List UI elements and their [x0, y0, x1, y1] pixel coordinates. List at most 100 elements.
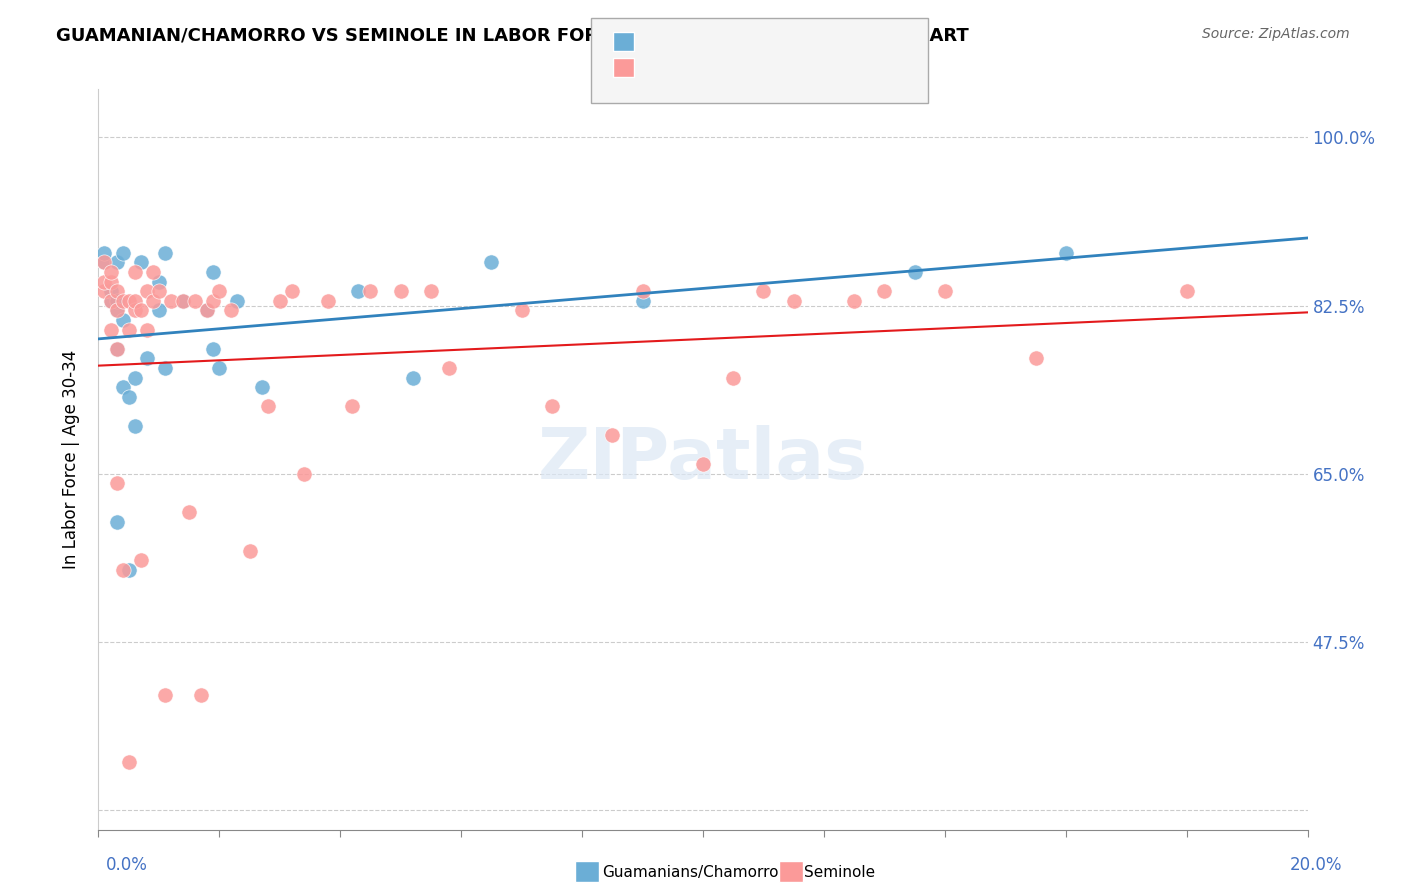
Point	[179, 505, 201, 519]
Point	[124, 303, 146, 318]
Point	[93, 275, 115, 289]
Point	[481, 255, 503, 269]
Point	[540, 400, 562, 414]
Point	[250, 380, 273, 394]
Point	[202, 293, 225, 308]
Point	[1024, 351, 1046, 366]
Point	[190, 688, 212, 702]
Point	[631, 293, 654, 308]
Point	[118, 563, 141, 577]
Point	[124, 265, 146, 279]
Point	[783, 293, 806, 308]
Point	[160, 293, 183, 308]
Point	[437, 361, 460, 376]
Point	[105, 303, 128, 318]
Text: R =   0.194   N = 35: R = 0.194 N = 35	[640, 38, 839, 56]
Point	[100, 275, 122, 289]
Point	[347, 284, 370, 298]
Point	[129, 303, 152, 318]
Point	[111, 563, 134, 577]
Point	[631, 284, 654, 298]
Point	[342, 400, 364, 414]
Point	[118, 322, 141, 336]
Point	[221, 303, 243, 318]
Point	[420, 284, 443, 298]
Point	[105, 476, 128, 491]
Point	[148, 303, 170, 318]
Point	[153, 361, 176, 376]
Point	[100, 265, 122, 279]
Text: R = -0.008   N = 60: R = -0.008 N = 60	[640, 64, 830, 82]
Point	[172, 293, 194, 308]
Point	[402, 370, 425, 384]
Point	[153, 688, 176, 702]
Text: Guamanians/Chamorros: Guamanians/Chamorros	[602, 865, 786, 880]
Point	[510, 303, 533, 318]
Point	[195, 303, 218, 318]
Point	[105, 515, 128, 529]
Point	[135, 351, 157, 366]
Point	[873, 284, 896, 298]
Point	[124, 370, 146, 384]
Point	[100, 293, 122, 308]
Point	[904, 265, 927, 279]
Point	[129, 553, 152, 567]
Point	[752, 284, 775, 298]
Point	[1175, 284, 1198, 298]
Point	[93, 255, 115, 269]
Point	[692, 457, 714, 471]
Point	[93, 245, 115, 260]
Point	[316, 293, 339, 308]
Point	[105, 342, 128, 356]
Point	[844, 293, 866, 308]
Point	[135, 322, 157, 336]
Point	[172, 293, 194, 308]
Text: ZIPatlas: ZIPatlas	[538, 425, 868, 494]
Point	[239, 543, 262, 558]
Point	[105, 303, 128, 318]
Point	[292, 467, 315, 481]
Point	[105, 293, 128, 308]
Point	[148, 275, 170, 289]
Point	[105, 342, 128, 356]
Point	[202, 342, 225, 356]
Point	[118, 293, 141, 308]
Text: GUAMANIAN/CHAMORRO VS SEMINOLE IN LABOR FORCE | AGE 30-34 CORRELATION CHART: GUAMANIAN/CHAMORRO VS SEMINOLE IN LABOR …	[56, 27, 969, 45]
Point	[129, 255, 152, 269]
Point	[100, 293, 122, 308]
Text: Source: ZipAtlas.com: Source: ZipAtlas.com	[1202, 27, 1350, 41]
Text: Seminole: Seminole	[804, 865, 876, 880]
Point	[105, 284, 128, 298]
Point	[281, 284, 304, 298]
Point	[118, 756, 141, 770]
Point	[142, 265, 165, 279]
Text: 0.0%: 0.0%	[105, 855, 148, 873]
Point	[184, 293, 207, 308]
Point	[153, 245, 176, 260]
Point	[1054, 245, 1077, 260]
Point	[111, 293, 134, 308]
Point	[226, 293, 249, 308]
Point	[111, 380, 134, 394]
Point	[208, 361, 231, 376]
Point	[723, 370, 745, 384]
Point	[360, 284, 382, 298]
Text: 20.0%: 20.0%	[1291, 855, 1343, 873]
Point	[100, 322, 122, 336]
Point	[118, 390, 141, 404]
Point	[100, 284, 122, 298]
Point	[202, 265, 225, 279]
Point	[93, 284, 115, 298]
Point	[111, 245, 134, 260]
Point	[148, 284, 170, 298]
Point	[142, 293, 165, 308]
Point	[208, 284, 231, 298]
Point	[389, 284, 412, 298]
Point	[105, 255, 128, 269]
Point	[256, 400, 278, 414]
Point	[135, 284, 157, 298]
Point	[124, 418, 146, 433]
Point	[124, 293, 146, 308]
Y-axis label: In Labor Force | Age 30-34: In Labor Force | Age 30-34	[62, 350, 80, 569]
Point	[93, 255, 115, 269]
